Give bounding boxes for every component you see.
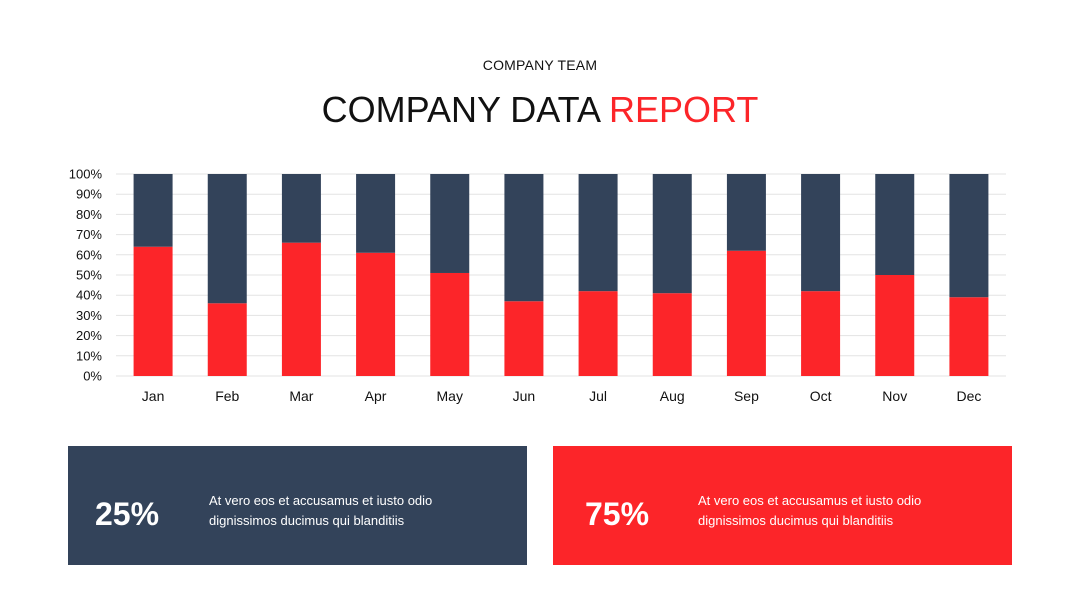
bar-segment — [875, 275, 915, 376]
bar-segment — [281, 242, 321, 376]
bar-segment — [356, 252, 396, 376]
x-tick-label: Aug — [660, 388, 685, 404]
x-tick-label: Mar — [289, 388, 313, 404]
slide-title: COMPANY DATA REPORT — [0, 88, 1080, 132]
slide-subtitle: COMPANY TEAM — [482, 57, 598, 73]
y-tick-label: 50% — [76, 268, 102, 283]
y-tick-label: 90% — [76, 187, 102, 202]
bar-segment — [281, 174, 321, 243]
y-tick-label: 100% — [69, 167, 103, 182]
y-tick-label: 0% — [83, 369, 102, 384]
bar-segment — [949, 297, 989, 376]
bar-segment — [578, 174, 618, 292]
stat-card-percent: 25% — [95, 496, 160, 532]
y-tick-label: 40% — [76, 288, 102, 303]
bar-segment — [207, 303, 247, 376]
y-tick-label: 60% — [76, 247, 102, 262]
stat-card-percent: 75% — [585, 496, 650, 532]
x-tick-label: Oct — [810, 388, 832, 404]
bar-segment — [801, 174, 841, 292]
bar-segment — [726, 250, 766, 376]
bar-segment — [207, 174, 247, 304]
y-tick-label: 10% — [76, 348, 102, 363]
stat-card-text-line: At vero eos et accusamus et iusto odio — [698, 493, 922, 508]
x-tick-label: Jul — [589, 388, 607, 404]
bar-segment — [430, 174, 470, 273]
bar-segment — [652, 174, 692, 294]
x-tick-label: Apr — [365, 388, 387, 404]
x-tick-label: Dec — [956, 388, 981, 404]
x-tick-label: Nov — [882, 388, 907, 404]
bar-segment — [133, 174, 173, 247]
stat-card-dark: 25% At vero eos et accusamus et iusto od… — [68, 446, 527, 565]
stat-card-text-line: At vero eos et accusamus et iusto odio — [209, 493, 433, 508]
y-tick-label: 30% — [76, 308, 102, 323]
stat-card-text-line: dignissimos ducimus qui blanditiis — [209, 513, 405, 528]
title-accent: REPORT — [609, 89, 759, 130]
stat-card-description: At vero eos et accusamus et iusto odio d… — [698, 491, 958, 531]
x-tick-label: Sep — [734, 388, 759, 404]
bar-segment — [875, 174, 915, 275]
y-tick-label: 70% — [76, 227, 102, 242]
x-tick-label: May — [437, 388, 463, 404]
bar-segment — [652, 293, 692, 376]
stacked-bar-chart: 0% 10% 20% 30% 40% 50% 60% 70% 80% 90% 100% Jan Feb M… — [69, 167, 1006, 404]
y-tick-label: 20% — [76, 328, 102, 343]
bar-segment — [504, 174, 544, 302]
bar-segment — [430, 272, 470, 376]
title-main: COMPANY DATA — [321, 89, 609, 130]
bar-segment — [949, 174, 989, 298]
bar-segment — [504, 301, 544, 376]
bar-segment — [578, 291, 618, 376]
bar-segment — [726, 174, 766, 251]
bar-segment — [356, 174, 396, 253]
x-tick-label: Feb — [215, 388, 239, 404]
stat-card-description: At vero eos et accusamus et iusto odio d… — [209, 491, 469, 531]
stat-card-accent: 75% At vero eos et accusamus et iusto od… — [553, 446, 1012, 565]
stat-card-text-line: dignissimos ducimus qui blanditiis — [698, 513, 894, 528]
bar-segment — [133, 246, 173, 376]
bar-segment — [801, 291, 841, 376]
x-tick-label: Jun — [513, 388, 536, 404]
x-tick-label: Jan — [142, 388, 165, 404]
y-tick-label: 80% — [76, 207, 102, 222]
